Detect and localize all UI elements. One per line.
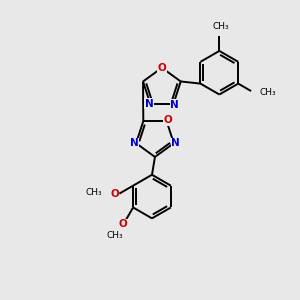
Text: N: N bbox=[145, 99, 154, 109]
Text: N: N bbox=[170, 100, 179, 110]
Text: CH₃: CH₃ bbox=[86, 188, 103, 197]
Text: CH₃: CH₃ bbox=[259, 88, 276, 97]
Text: O: O bbox=[163, 115, 172, 125]
Text: CH₃: CH₃ bbox=[107, 231, 124, 240]
Text: CH₃: CH₃ bbox=[212, 22, 229, 31]
Text: N: N bbox=[130, 138, 139, 148]
Text: O: O bbox=[119, 219, 128, 229]
Text: O: O bbox=[158, 63, 166, 73]
Text: O: O bbox=[110, 189, 119, 199]
Text: N: N bbox=[171, 138, 180, 148]
